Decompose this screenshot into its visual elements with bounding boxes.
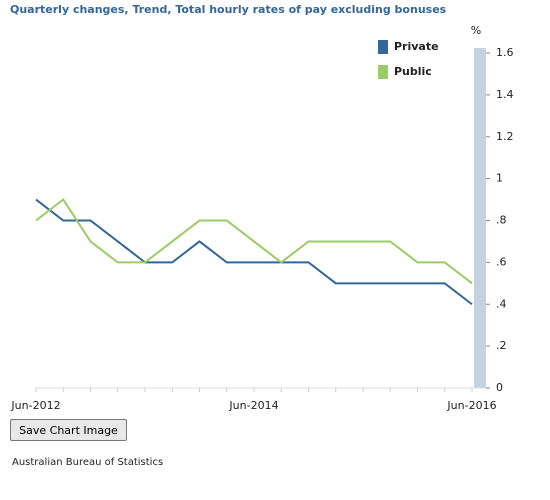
series-line: [35, 198, 473, 285]
series-line: [35, 198, 473, 306]
axis-band: [474, 48, 486, 388]
legend-label: Private: [394, 40, 439, 53]
y-unit: %: [471, 24, 481, 37]
y-tick-label: 1.2: [496, 130, 514, 143]
legend-swatch: [378, 65, 388, 79]
y-tick-label: .4: [496, 297, 507, 310]
chart: % 0 .2 .4 .6 .8 1 1.2 1.4 1.6 Jun-2012 Jun-2014 Jun…: [10, 24, 514, 412]
y-tick-label: 1.4: [496, 88, 514, 101]
chart-title: Quarterly changes, Trend, Total hourly r…: [10, 3, 447, 16]
legend-swatch: [378, 40, 388, 54]
y-tick-label: .8: [496, 214, 507, 227]
save-chart-button[interactable]: Save Chart Image: [10, 419, 127, 441]
legend-label: Public: [394, 65, 432, 78]
y-tick-label: .2: [496, 339, 507, 352]
x-tick-label: Jun-2012: [10, 399, 60, 412]
x-tick-label: Jun-2016: [446, 399, 496, 412]
x-tick-label: Jun-2014: [228, 399, 278, 412]
y-tick-label: 1: [496, 172, 503, 185]
source: Australian Bureau of Statistics: [12, 457, 164, 468]
y-tick-label: 0: [496, 381, 503, 394]
y-tick-label: 1.6: [496, 46, 514, 59]
y-tick-label: .6: [496, 255, 507, 268]
